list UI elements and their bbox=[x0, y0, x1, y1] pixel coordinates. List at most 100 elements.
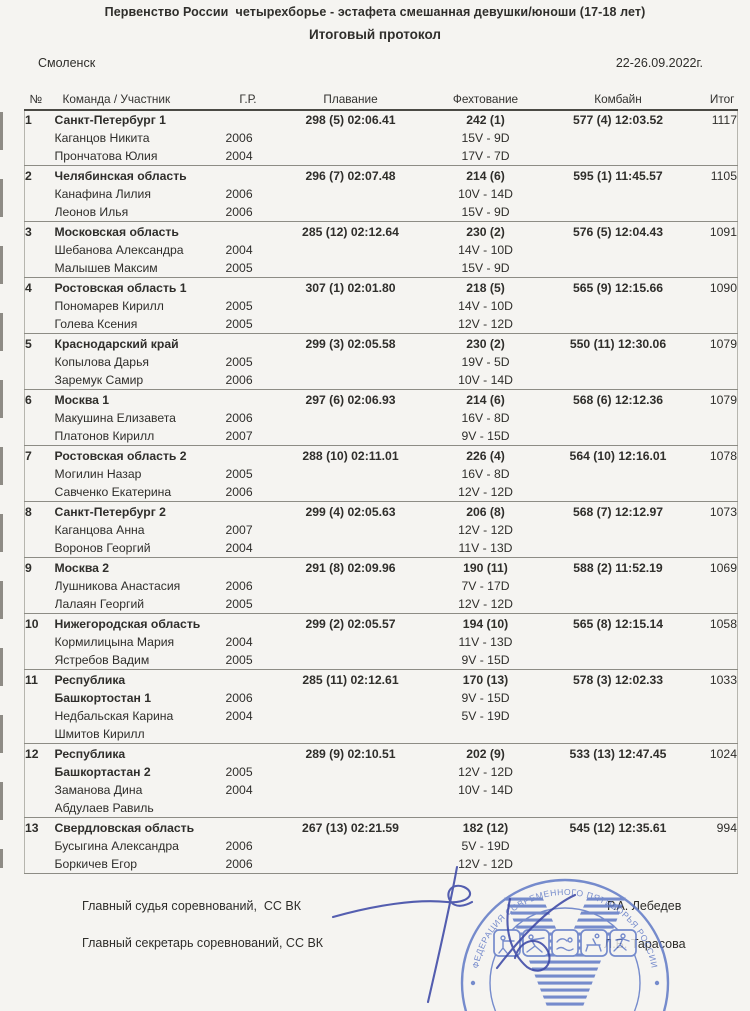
year-cell: 2006 bbox=[225, 411, 253, 425]
fencing-cell: 17V - 7D bbox=[461, 149, 510, 163]
rank-cell bbox=[25, 577, 55, 595]
member-name-cell: Ястребов Вадим bbox=[54, 653, 150, 667]
swim-cell: 307 (1) 02:01.80 bbox=[270, 277, 431, 297]
fencing-cell: 206 (8) bbox=[430, 501, 541, 521]
combine-cell: 568 (6) 12:12.36 bbox=[540, 389, 696, 409]
year-cell: 2005 bbox=[225, 261, 253, 275]
column-header-total: Итог bbox=[695, 90, 738, 111]
fencing-cell: 11V - 13D bbox=[458, 635, 513, 649]
combine-cell bbox=[541, 147, 696, 166]
combine-cell bbox=[541, 129, 696, 147]
year-cell: 2005 bbox=[225, 355, 253, 369]
rank-cell bbox=[25, 297, 55, 315]
member-name-cell: Башкортостан 1 bbox=[54, 691, 152, 705]
rank-cell: 7 bbox=[24, 445, 55, 465]
rank-cell bbox=[25, 315, 55, 334]
team-name-cell: Ростовская область 2 bbox=[54, 445, 226, 465]
rank-cell: 4 bbox=[24, 277, 55, 297]
fencing-cell: 12V - 12D bbox=[458, 765, 513, 779]
year-cell: 2007 bbox=[225, 429, 253, 443]
member-name-cell: Канафина Лилия bbox=[54, 187, 151, 201]
total-cell bbox=[696, 763, 738, 781]
rank-cell bbox=[25, 185, 55, 203]
combine-cell: 550 (11) 12:30.06 bbox=[540, 333, 696, 353]
member-name-cell: Каганцова Анна bbox=[54, 523, 145, 537]
rank-cell: 5 bbox=[24, 333, 55, 353]
fencing-cell: 230 (2) bbox=[430, 333, 541, 353]
header-row: № Команда / Участник Г.Р. Плавание Фехто… bbox=[24, 90, 738, 111]
swim-cell bbox=[271, 409, 431, 427]
fencing-cell: 12V - 12D bbox=[458, 857, 513, 871]
member-name-cell: Савченко Екатерина bbox=[54, 485, 172, 499]
combine-cell bbox=[541, 763, 696, 781]
total-cell bbox=[696, 203, 738, 222]
team-row: 2 Челябинская область 296 (7) 02:07.48 214 … bbox=[24, 165, 738, 185]
year-cell bbox=[225, 221, 271, 241]
combine-cell bbox=[541, 185, 696, 203]
fencing-cell: 15V - 9D bbox=[461, 131, 510, 145]
combine-cell bbox=[541, 725, 696, 744]
total-cell bbox=[696, 129, 738, 147]
swim-cell bbox=[271, 781, 431, 799]
year-cell bbox=[225, 389, 271, 409]
year-cell: 2004 bbox=[225, 149, 253, 163]
team-row: 6 Москва 1 297 (6) 02:06.93 214 (6) 568 (6) … bbox=[24, 389, 738, 409]
swim-cell: 285 (11) 02:12.61 bbox=[270, 669, 431, 689]
year-cell: 2004 bbox=[225, 709, 253, 723]
swim-cell bbox=[271, 371, 431, 390]
combine-cell bbox=[541, 371, 696, 390]
swim-cell bbox=[271, 465, 431, 483]
year-cell: 2004 bbox=[225, 783, 253, 797]
team-row: 10 Нижегородская область 299 (2) 02:05.57 1… bbox=[24, 613, 738, 633]
stamp-inner-ring bbox=[489, 907, 641, 1011]
member-row: Леонов Илья 2006 15V - 9D bbox=[25, 203, 738, 222]
fencing-cell: 194 (10) bbox=[430, 613, 541, 633]
fencing-cell: 214 (6) bbox=[430, 165, 541, 185]
year-cell bbox=[225, 333, 271, 353]
fencing-cell: 10V - 14D bbox=[458, 187, 513, 201]
swim-cell bbox=[271, 521, 431, 539]
fencing-cell: 9V - 15D bbox=[461, 691, 510, 705]
swim-cell bbox=[271, 185, 431, 203]
year-cell: 2005 bbox=[225, 597, 253, 611]
combine-cell bbox=[541, 521, 696, 539]
combine-cell: 595 (1) 11:45.57 bbox=[540, 165, 696, 185]
swim-cell bbox=[271, 539, 431, 558]
total-cell: 1073 bbox=[695, 501, 738, 521]
year-cell bbox=[225, 557, 271, 577]
swim-cell: 291 (8) 02:09.96 bbox=[270, 557, 431, 577]
year-cell: 2004 bbox=[225, 541, 253, 555]
team-name-cell: Московская область bbox=[54, 221, 226, 241]
total-cell bbox=[696, 147, 738, 166]
combine-cell bbox=[541, 353, 696, 371]
total-cell bbox=[696, 241, 738, 259]
combine-cell: 565 (8) 12:15.14 bbox=[540, 613, 696, 633]
fencing-cell: 12V - 12D bbox=[458, 523, 513, 537]
swim-cell bbox=[271, 483, 431, 502]
member-row: Пономарев Кирилл 2005 14V - 10D bbox=[25, 297, 738, 315]
rank-cell bbox=[25, 689, 55, 707]
total-cell bbox=[696, 185, 738, 203]
swim-cell bbox=[271, 855, 431, 874]
fencing-cell: 190 (11) bbox=[430, 557, 541, 577]
column-header-combine: Комбайн bbox=[540, 90, 696, 111]
member-name-cell: Лушникова Анастасия bbox=[54, 579, 181, 593]
swim-cell: 296 (7) 02:07.48 bbox=[270, 165, 431, 185]
combine-cell: 578 (3) 12:02.33 bbox=[540, 669, 696, 689]
member-row: Абдулаев Равиль bbox=[25, 799, 738, 818]
swim-cell bbox=[271, 595, 431, 614]
total-cell bbox=[696, 465, 738, 483]
swim-cell bbox=[271, 297, 431, 315]
member-name-cell: Каганцов Никита bbox=[54, 131, 150, 145]
swim-cell bbox=[271, 147, 431, 166]
total-cell bbox=[696, 799, 738, 818]
combine-cell bbox=[541, 577, 696, 595]
year-cell: 2006 bbox=[225, 579, 253, 593]
combine-cell: 564 (10) 12:16.01 bbox=[540, 445, 696, 465]
team-name-cell: Санкт-Петербург 2 bbox=[54, 501, 226, 521]
fencing-cell: 11V - 13D bbox=[458, 541, 513, 555]
swim-cell bbox=[271, 689, 431, 707]
total-cell bbox=[696, 297, 738, 315]
swim-cell bbox=[271, 707, 431, 725]
fencing-cell: 7V - 17D bbox=[461, 579, 510, 593]
